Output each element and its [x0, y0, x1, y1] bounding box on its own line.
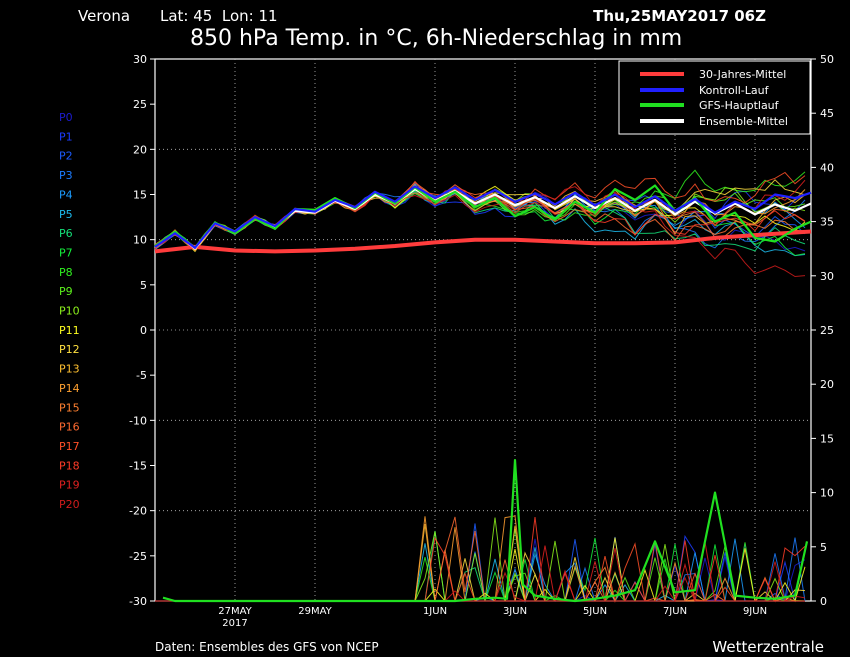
right-axis-tick-label: 35: [820, 216, 834, 229]
x-axis-tick-label: 7JUN: [663, 606, 687, 617]
series-line-kontroll-lauf: [154, 185, 812, 249]
member-label: P15: [59, 401, 80, 414]
right-axis-tick-label: 50: [820, 53, 834, 66]
x-axis-year-label: 2017: [222, 618, 247, 629]
right-axis-tick-label: 0: [820, 595, 827, 608]
left-axis-tick-label: 15: [133, 189, 147, 202]
x-axis-tick-label: 27MAY: [218, 606, 252, 617]
member-label: P4: [59, 188, 73, 201]
series-line-gfs-hauptlauf: [154, 184, 812, 249]
left-axis-tick-label: 30: [133, 53, 147, 66]
left-axis-tick-label: -30: [129, 595, 147, 608]
x-axis-tick-label: 1JUN: [423, 606, 447, 617]
right-axis-tick-label: 10: [820, 487, 834, 500]
left-axis-tick-label: -10: [129, 414, 147, 427]
member-label: P11: [59, 324, 80, 337]
member-label: P2: [59, 150, 73, 163]
ensemble-member-precip-line: [155, 540, 805, 603]
member-label: P17: [59, 440, 80, 453]
x-axis-tick-label: 5JUN: [583, 606, 607, 617]
member-label: P14: [59, 382, 80, 395]
legend: 30-Jahres-Mittel Kontroll-Lauf GFS-Haupt…: [618, 60, 811, 135]
chart-title: 850 hPa Temp. in °C, 6h-Niederschlag in …: [190, 26, 682, 51]
right-axis-tick-label: 5: [820, 541, 827, 554]
x-axis-tick-label: 29MAY: [298, 606, 332, 617]
left-axis-tick-label: -5: [136, 369, 147, 382]
member-label: P9: [59, 285, 73, 298]
member-label: P8: [59, 266, 73, 279]
left-axis-tick-label: -15: [129, 460, 147, 473]
left-axis-tick-label: 10: [133, 234, 147, 247]
right-axis-tick-label: 30: [820, 270, 834, 283]
member-list: P0 P1 P2 P3 P4 P5 P6 P7 P8 P9 P10 P11 P12 P13 P14 P15 P1…: [59, 111, 80, 511]
data-source-label: Daten: Ensembles des GFS von NCEP: [155, 640, 379, 654]
right-axis-tick-label: 40: [820, 161, 834, 174]
right-axis-tick-label: 25: [820, 324, 834, 337]
brand-label: Wetterzentrale: [712, 638, 824, 656]
member-label: P18: [59, 459, 80, 472]
member-label: P3: [59, 169, 73, 182]
x-axis-tick-label: 9JUN: [743, 606, 767, 617]
member-label: P16: [59, 421, 80, 434]
legend-label-climate: 30-Jahres-Mittel: [699, 68, 786, 81]
right-axis-tick-label: 15: [820, 432, 834, 445]
ensemble-member-precip-line: [155, 543, 805, 602]
grid: [155, 59, 811, 601]
series-line-niederschlag-gfs-hauptlauf: [162, 459, 809, 603]
x-axis-tick-label: 3JUN: [503, 606, 527, 617]
member-label: P10: [59, 305, 80, 318]
ensemble-lines: [154, 169, 806, 603]
location-label: Verona: [78, 7, 130, 25]
left-axis-tick-label: 20: [133, 143, 147, 156]
right-axis-tick-label: 45: [820, 107, 834, 120]
series-line-30-jahres-mittel: [154, 229, 812, 254]
member-label: P6: [59, 227, 73, 240]
ensemble-member-precip-line: [155, 542, 805, 602]
member-label: P13: [59, 363, 80, 376]
member-label: P12: [59, 343, 80, 356]
member-label: P7: [59, 246, 73, 259]
series-lines: [154, 184, 812, 603]
lat-lon-label: Lat: 45 Lon: 11: [160, 7, 278, 25]
left-axis: 30 25 20 15 10 5 0 -5 -10 -15 -20 -25 -30: [129, 53, 155, 608]
left-axis-tick-label: 5: [140, 279, 147, 292]
right-axis-tick-label: 20: [820, 378, 834, 391]
member-label: P5: [59, 208, 73, 221]
legend-label-ensemble-mean: Ensemble-Mittel: [699, 115, 788, 128]
left-axis-tick-label: 25: [133, 98, 147, 111]
member-label: P20: [59, 498, 80, 511]
legend-label-control: Kontroll-Lauf: [699, 84, 770, 97]
member-label: P1: [59, 130, 73, 143]
left-axis-tick-label: -20: [129, 505, 147, 518]
left-axis-tick-label: 0: [140, 324, 147, 337]
member-label: P19: [59, 479, 80, 492]
member-label: P0: [59, 111, 73, 124]
run-time-label: Thu,25MAY2017 06Z: [593, 7, 766, 25]
legend-label-main-run: GFS-Hauptlauf: [699, 99, 780, 112]
left-axis-tick-label: -25: [129, 550, 147, 563]
